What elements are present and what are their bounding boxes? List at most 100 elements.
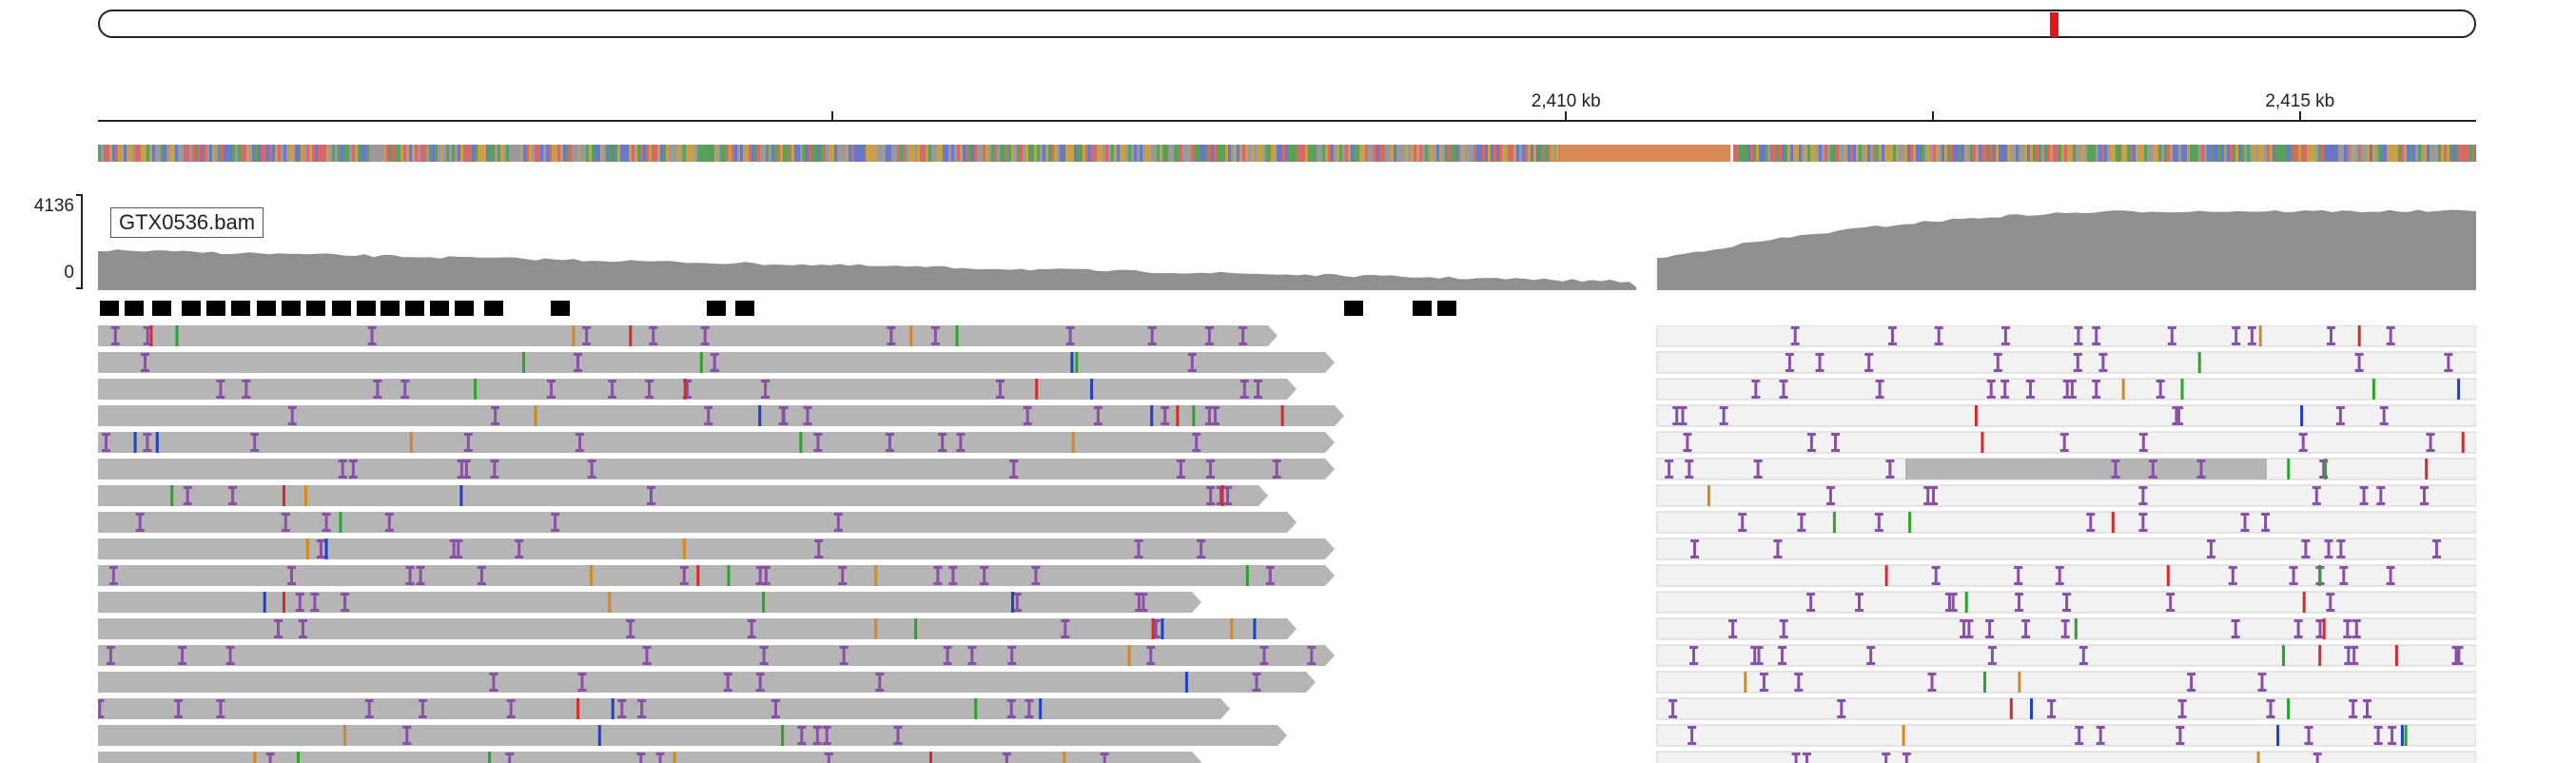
- sequence-base: [2076, 145, 2078, 162]
- insertion-cap: [2148, 460, 2157, 462]
- sequence-base: [577, 145, 580, 162]
- sequence-base: [118, 145, 121, 162]
- sequence-base: [677, 145, 680, 162]
- insertion-marker: [941, 433, 945, 452]
- insertion-marker: [1138, 593, 1141, 612]
- insertion-cap: [704, 406, 713, 409]
- insertion-marker: [1005, 753, 1008, 763]
- sequence-base: [1334, 145, 1337, 162]
- sequence-base: [400, 145, 403, 162]
- insertion-marker: [2391, 726, 2394, 745]
- insertion-cap: [1012, 593, 1022, 596]
- insertion-cap: [547, 396, 556, 399]
- insertion-cap: [2315, 619, 2325, 622]
- sequence-base: [626, 145, 629, 162]
- sequence-base: [412, 145, 415, 162]
- insertion-cap: [2062, 396, 2072, 399]
- insertion-cap: [679, 582, 689, 585]
- sequence-base: [1014, 145, 1017, 162]
- insertion-cap: [2426, 433, 2435, 436]
- mismatch-base: [874, 618, 878, 639]
- sequence-base: [1405, 145, 1408, 162]
- insertion-cap: [316, 556, 325, 558]
- sequence-base: [2424, 145, 2427, 162]
- insertion-marker: [2077, 326, 2080, 345]
- sequence-base: [315, 145, 318, 162]
- sequence-base: [1299, 145, 1302, 162]
- insertion-marker: [2269, 699, 2273, 718]
- insertion-marker: [999, 380, 1002, 399]
- sequence-base: [2133, 145, 2136, 162]
- sequence-base: [774, 145, 777, 162]
- sequence-base: [854, 145, 857, 162]
- insertion-marker: [268, 753, 272, 763]
- coverage-track[interactable]: [98, 190, 2476, 290]
- sequence-base: [129, 145, 132, 162]
- sequence-base: [2113, 145, 2116, 162]
- sequence-base: [826, 145, 829, 162]
- chromosome-ideogram[interactable]: [98, 10, 2476, 38]
- sequence-base: [369, 145, 372, 162]
- read: [98, 725, 1278, 746]
- insertion-marker: [1722, 406, 1726, 425]
- sequence-base: [1017, 145, 1020, 162]
- sequence-base: [911, 145, 914, 162]
- insertion-marker: [1675, 406, 1679, 425]
- read-arrow: [1220, 698, 1230, 719]
- insertion-cap: [1779, 396, 1788, 399]
- sequence-base: [1999, 145, 2001, 162]
- insertion-marker: [341, 460, 344, 479]
- insertion-cap: [1986, 380, 1996, 382]
- sequence-base: [957, 145, 960, 162]
- read: [98, 432, 1325, 453]
- read: [1656, 431, 2476, 454]
- sequence-base: [1282, 145, 1285, 162]
- insertion-cap: [2379, 422, 2389, 425]
- insertion-marker: [946, 646, 949, 665]
- sequence-base: [1074, 145, 1077, 162]
- insertion-marker: [313, 593, 317, 612]
- alignment-reads-track[interactable]: [98, 325, 2476, 763]
- sequence-base: [306, 145, 309, 162]
- sequence-base: [164, 145, 166, 162]
- insertion-marker: [138, 513, 142, 532]
- insertion-marker: [888, 433, 891, 452]
- read: [1656, 404, 2476, 427]
- sequence-base: [563, 145, 566, 162]
- insertion-cap: [1161, 406, 1170, 409]
- insertion-cap: [1007, 662, 1017, 665]
- insertion-marker: [2018, 593, 2020, 612]
- sequence-base: [1162, 145, 1165, 162]
- feature-block: [1413, 301, 1432, 316]
- insertion-cap: [1689, 662, 1698, 665]
- sequence-base: [1959, 145, 1961, 162]
- insertion-cap: [551, 529, 560, 532]
- sequence-base: [229, 145, 232, 162]
- insertion-cap: [759, 646, 769, 649]
- insertion-cap: [1093, 406, 1103, 409]
- sequence-base: [2233, 145, 2235, 162]
- sequence-base: [1142, 145, 1145, 162]
- insertion-marker: [2158, 380, 2162, 399]
- insertion-cap: [1790, 326, 1800, 329]
- sequence-base: [2447, 145, 2449, 162]
- insertion-cap: [1204, 326, 1214, 329]
- insertion-cap: [373, 380, 382, 382]
- insertion-cap: [2261, 529, 2271, 532]
- insertion-cap: [700, 342, 710, 345]
- sequence-base: [2427, 145, 2430, 162]
- sequence-base: [1873, 145, 1876, 162]
- sequence-base: [2004, 145, 2007, 162]
- insertion-cap: [287, 406, 297, 409]
- sequence-base: [2295, 145, 2298, 162]
- sequence-base: [1536, 145, 1539, 162]
- insertion-cap: [2451, 646, 2461, 649]
- insertion-cap: [645, 396, 654, 399]
- sequence-base: [1117, 145, 1120, 162]
- track-name-label[interactable]: GTX0536.bam: [110, 207, 264, 238]
- sequence-base: [1431, 145, 1434, 162]
- sequence-base: [144, 145, 146, 162]
- read-arrow: [1325, 645, 1335, 666]
- sequence-base: [1802, 145, 1805, 162]
- insertion-cap: [299, 619, 307, 622]
